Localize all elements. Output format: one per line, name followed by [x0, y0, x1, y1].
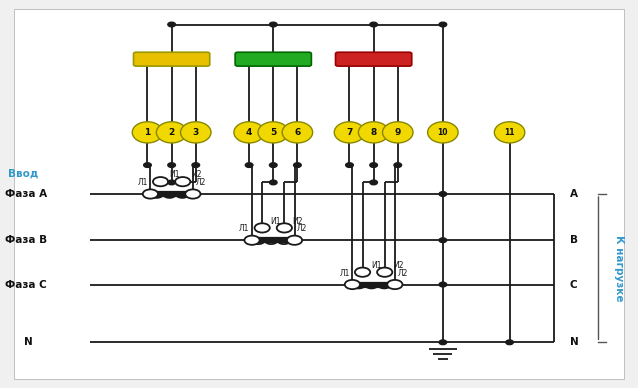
Ellipse shape	[494, 122, 525, 143]
Text: 6: 6	[294, 128, 300, 137]
Text: С: С	[570, 279, 577, 289]
Circle shape	[185, 189, 200, 199]
Text: И1: И1	[169, 170, 179, 179]
Ellipse shape	[156, 122, 187, 143]
Text: Фаза В: Фаза В	[4, 235, 47, 245]
FancyBboxPatch shape	[133, 52, 210, 66]
Circle shape	[370, 163, 378, 167]
Circle shape	[153, 177, 168, 186]
Circle shape	[287, 236, 302, 245]
Text: 8: 8	[371, 128, 377, 137]
FancyBboxPatch shape	[235, 52, 311, 66]
Text: 5: 5	[270, 128, 276, 137]
Text: 1: 1	[144, 128, 151, 137]
Ellipse shape	[181, 122, 211, 143]
Text: К нагрузке: К нагрузке	[614, 235, 624, 301]
Circle shape	[439, 340, 447, 345]
Ellipse shape	[427, 122, 458, 143]
Circle shape	[506, 340, 514, 345]
Ellipse shape	[282, 122, 313, 143]
Text: 2: 2	[168, 128, 175, 137]
Circle shape	[143, 189, 158, 199]
Circle shape	[269, 180, 277, 185]
Text: Л1: Л1	[137, 178, 148, 187]
Circle shape	[255, 223, 270, 232]
Circle shape	[370, 22, 378, 27]
Text: Л2: Л2	[195, 178, 206, 187]
Circle shape	[346, 163, 353, 167]
Text: Л2: Л2	[297, 224, 308, 233]
Circle shape	[246, 163, 253, 167]
Circle shape	[192, 163, 200, 167]
Text: Л1: Л1	[239, 224, 249, 233]
Circle shape	[168, 163, 175, 167]
Circle shape	[377, 268, 392, 277]
Circle shape	[394, 163, 401, 167]
Ellipse shape	[359, 122, 389, 143]
Ellipse shape	[132, 122, 163, 143]
Text: 7: 7	[346, 128, 353, 137]
Text: И2: И2	[293, 217, 303, 225]
Text: N: N	[570, 337, 579, 347]
Text: И2: И2	[393, 261, 403, 270]
Circle shape	[345, 280, 360, 289]
Text: Л2: Л2	[397, 268, 408, 277]
Circle shape	[277, 223, 292, 232]
Circle shape	[439, 238, 447, 242]
Ellipse shape	[334, 122, 365, 143]
Circle shape	[144, 163, 151, 167]
Circle shape	[168, 180, 175, 185]
Text: И1: И1	[371, 261, 382, 270]
Text: Фаза А: Фаза А	[4, 189, 47, 199]
Text: 3: 3	[193, 128, 199, 137]
Ellipse shape	[258, 122, 288, 143]
Circle shape	[439, 192, 447, 196]
Text: Л1: Л1	[339, 268, 350, 277]
Text: N: N	[24, 337, 33, 347]
Ellipse shape	[234, 122, 264, 143]
Circle shape	[355, 268, 370, 277]
Ellipse shape	[383, 122, 413, 143]
Circle shape	[175, 177, 190, 186]
Text: Ввод: Ввод	[8, 169, 38, 179]
Text: 9: 9	[394, 128, 401, 137]
Text: 10: 10	[438, 128, 448, 137]
Circle shape	[387, 280, 403, 289]
Text: В: В	[570, 235, 578, 245]
Circle shape	[439, 22, 447, 27]
Circle shape	[370, 180, 378, 185]
FancyBboxPatch shape	[14, 9, 624, 379]
Text: И2: И2	[191, 170, 202, 179]
Text: 11: 11	[504, 128, 515, 137]
Circle shape	[293, 163, 301, 167]
Circle shape	[244, 236, 260, 245]
Text: А: А	[570, 189, 578, 199]
Circle shape	[168, 22, 175, 27]
Circle shape	[269, 22, 277, 27]
Text: И1: И1	[271, 217, 281, 225]
Circle shape	[439, 282, 447, 287]
Circle shape	[269, 163, 277, 167]
Text: Фаза С: Фаза С	[4, 279, 47, 289]
Text: 4: 4	[246, 128, 252, 137]
FancyBboxPatch shape	[336, 52, 412, 66]
